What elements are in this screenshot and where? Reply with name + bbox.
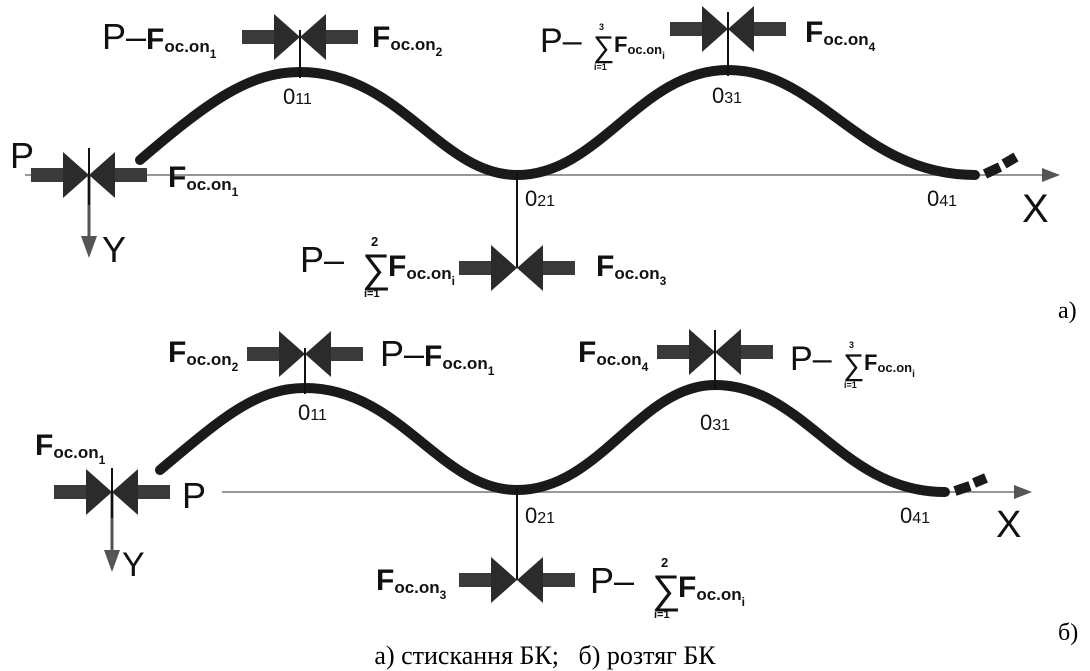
curve-continuation-dashes bbox=[953, 473, 988, 496]
svg-text:Foc.oni: Foc.oni bbox=[864, 350, 915, 380]
point-o31-label: 031 bbox=[700, 410, 730, 435]
force-label-f1: Foc.on1 bbox=[168, 161, 239, 199]
panel-a: X Y 011 021 031 041 P Foc.on1 P–Foc. bbox=[10, 6, 1077, 324]
force-label-p-minus-f1: P–Foc.on1 bbox=[102, 16, 217, 61]
figure-caption: а) стискання БК; б) розтяг БК bbox=[374, 641, 716, 670]
force-label-f4: Foc.on4 bbox=[805, 16, 876, 54]
force-label-p: P bbox=[182, 475, 206, 516]
svg-text:2: 2 bbox=[371, 234, 378, 249]
svg-text:P–: P– bbox=[590, 560, 634, 601]
x-axis-label: X bbox=[996, 504, 1021, 546]
force-label-f1: Foc.on1 bbox=[35, 429, 106, 467]
force-arrow-o31-right bbox=[715, 329, 773, 375]
force-arrow-o21-left bbox=[459, 557, 517, 603]
svg-text:P–: P– bbox=[540, 22, 582, 60]
x-axis-arrowhead bbox=[1042, 168, 1060, 182]
force-label-f2: Foc.on2 bbox=[372, 21, 443, 59]
force-label-f4: Foc.on4 bbox=[578, 336, 649, 374]
x-axis-arrowhead bbox=[1014, 485, 1032, 499]
point-o21-label: 021 bbox=[525, 186, 555, 211]
panel-b-label: б) bbox=[1058, 620, 1078, 646]
y-axis-label: Y bbox=[102, 229, 126, 270]
force-label-p-minus-sum3: P– ∑ 3 i=1 Foc.oni bbox=[790, 340, 915, 390]
svg-text:Foc.oni: Foc.oni bbox=[614, 32, 665, 62]
svg-text:3: 3 bbox=[599, 22, 604, 32]
x-axis-label: X bbox=[1022, 187, 1049, 231]
svg-text:i=1: i=1 bbox=[844, 380, 857, 390]
svg-text:∑: ∑ bbox=[843, 349, 864, 382]
svg-text:∑: ∑ bbox=[652, 568, 681, 612]
point-o11-label: 011 bbox=[283, 84, 312, 109]
bent-column-curve bbox=[135, 64, 980, 181]
force-arrow-o21-right bbox=[517, 245, 575, 291]
force-label-p-minus-f1: P–Foc.on1 bbox=[380, 333, 495, 378]
svg-text:P–: P– bbox=[300, 239, 344, 280]
curve-continuation-dashes bbox=[982, 152, 1019, 179]
force-label-f2: Foc.on2 bbox=[168, 336, 239, 374]
svg-text:∑: ∑ bbox=[593, 31, 614, 64]
force-arrow-o11-left bbox=[247, 331, 305, 377]
bent-column-curve bbox=[155, 379, 950, 497]
force-label-f3: Foc.on3 bbox=[596, 250, 667, 288]
force-arrow-f1 bbox=[54, 469, 112, 515]
force-arrow-p bbox=[31, 152, 89, 198]
force-arrow-o31-left bbox=[657, 329, 715, 375]
force-label-f3: Foc.on3 bbox=[376, 564, 447, 602]
panel-a-label: а) bbox=[1058, 298, 1077, 324]
point-o21-label: 021 bbox=[525, 503, 555, 528]
y-axis-arrowhead bbox=[81, 236, 97, 258]
force-label-p-minus-sum2: P– ∑ 2 i=1 Foc.oni bbox=[300, 234, 455, 300]
force-label-p-minus-sum2: P– ∑ 2 i=1 Foc.oni bbox=[590, 555, 745, 621]
force-arrow-o21-right bbox=[517, 557, 575, 603]
svg-text:i=1: i=1 bbox=[654, 609, 670, 621]
point-o11-label: 011 bbox=[298, 400, 327, 425]
force-label-p: P bbox=[10, 135, 34, 176]
svg-text:i=1: i=1 bbox=[364, 288, 380, 300]
y-axis-label: Y bbox=[122, 546, 145, 584]
y-axis-arrowhead bbox=[104, 550, 120, 572]
point-o31-label: 031 bbox=[712, 83, 742, 108]
point-o41-label: 041 bbox=[900, 503, 930, 528]
svg-text:3: 3 bbox=[849, 340, 854, 350]
svg-text:Foc.oni: Foc.oni bbox=[388, 250, 455, 288]
svg-text:∑: ∑ bbox=[362, 247, 391, 291]
svg-text:i=1: i=1 bbox=[594, 62, 607, 72]
point-o41-label: 041 bbox=[927, 186, 957, 211]
svg-text:2: 2 bbox=[661, 555, 668, 570]
force-label-p-minus-sum3: P– ∑ 3 i=1 Foc.oni bbox=[540, 22, 665, 72]
force-arrow-o11-left bbox=[242, 14, 300, 60]
force-arrow-o31-left bbox=[670, 6, 728, 52]
force-arrow-o11-right bbox=[305, 331, 363, 377]
force-arrow-o21-left bbox=[459, 245, 517, 291]
svg-text:Foc.oni: Foc.oni bbox=[678, 571, 745, 609]
force-arrow-p bbox=[112, 469, 170, 515]
force-arrow-o31-right bbox=[728, 6, 786, 52]
panel-b: X Y 011 021 031 041 Foc.on1 P Foc.on2 P–… bbox=[35, 329, 1078, 646]
force-arrow-o11-right bbox=[300, 14, 358, 60]
svg-text:P–: P– bbox=[790, 340, 832, 378]
